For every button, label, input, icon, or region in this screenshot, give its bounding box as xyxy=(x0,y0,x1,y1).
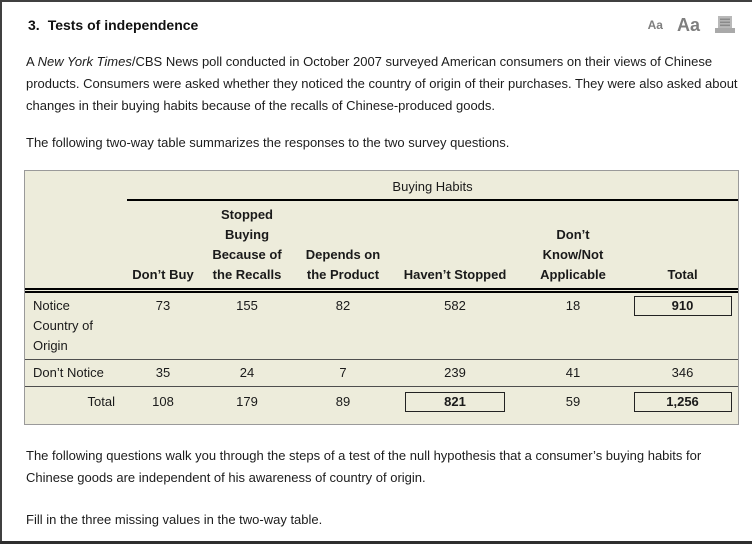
intro-pre: A xyxy=(26,54,38,69)
cell-notice-havent-stopped: 582 xyxy=(391,290,519,360)
intro-rest: /CBS News poll conducted in October 2007… xyxy=(26,54,738,113)
intro-paragraph: A New York Times/CBS News poll conducted… xyxy=(2,51,752,117)
cell-total-havent-stopped: 821 xyxy=(391,387,519,415)
column-header-row: Don’t Buy Stopped Buying Because of the … xyxy=(25,200,739,293)
cell-total-grand: 1,256 xyxy=(627,387,738,415)
cell-total-dont-buy: 108 xyxy=(152,394,174,409)
table-row-notice: Notice Country of Origin 73 155 82 582 1… xyxy=(25,290,739,360)
questions-paragraph: The following questions walk you through… xyxy=(26,448,702,485)
two-way-table: Buying Habits Don’t Buy Stopped Buying B… xyxy=(25,176,739,415)
cell-dontnotice-depends: 7 xyxy=(295,359,391,387)
cell-dontnotice-stopped: 24 xyxy=(199,359,295,387)
cell-total-dont-know: 59 xyxy=(565,394,581,409)
fill-in-instruction: Fill in the three missing values in the … xyxy=(26,512,323,527)
row-label-total: Total xyxy=(87,394,115,409)
table-row-total: Total 108 179 89 821 59 1,256 xyxy=(25,387,738,415)
section-title-text: Tests of independence xyxy=(47,16,199,33)
table-intro-paragraph: The following two-way table summarizes t… xyxy=(26,135,510,150)
printer-icon xyxy=(714,15,736,37)
reader-controls: Aa Aa xyxy=(647,14,736,37)
col-header-total: Total xyxy=(627,200,739,293)
answer-box-notice-total[interactable]: 910 xyxy=(633,296,732,316)
cell-dontnotice-dont-buy: 35 xyxy=(127,359,199,387)
row-label-dont-notice: Don’t Notice xyxy=(25,359,127,387)
cell-notice-depends: 82 xyxy=(295,290,391,360)
col-header-havent-stopped: Haven’t Stopped xyxy=(391,200,519,293)
cell-total-depends: 89 xyxy=(335,394,351,409)
row-label-header-cell xyxy=(25,200,127,293)
increase-font-button[interactable]: Aa xyxy=(676,14,700,35)
corner-cell xyxy=(25,176,127,200)
answer-box-grand-total[interactable]: 1,256 xyxy=(633,392,732,412)
page-title: 3. Tests of independence xyxy=(28,17,198,33)
two-way-table-panel: Buying Habits Don’t Buy Stopped Buying B… xyxy=(24,170,739,425)
row-label-notice: Notice Country of Origin xyxy=(25,290,127,360)
group-header-buying-habits: Buying Habits xyxy=(127,176,739,201)
cell-notice-stopped: 155 xyxy=(199,290,295,360)
cell-total-stopped: 179 xyxy=(236,394,258,409)
col-header-dont-buy: Don’t Buy xyxy=(127,200,199,293)
intro-source-italic: New York Times xyxy=(37,54,132,69)
print-button[interactable] xyxy=(714,15,736,37)
decrease-font-button[interactable]: Aa xyxy=(647,17,663,32)
col-header-depends: Depends on the Product xyxy=(295,200,391,293)
table-row-dont-notice: Don’t Notice 35 24 7 239 41 346 xyxy=(25,359,739,387)
col-header-dont-know: Don’t Know/Not Applicable xyxy=(519,200,627,293)
cell-dontnotice-havent-stopped: 239 xyxy=(391,359,519,387)
section-number: 3. xyxy=(28,16,40,33)
col-header-stopped-buying: Stopped Buying Because of the Recalls xyxy=(199,200,295,293)
cell-notice-dont-buy: 73 xyxy=(127,290,199,360)
cell-notice-dont-know: 18 xyxy=(519,290,627,360)
top-bar: 3. Tests of independence Aa Aa xyxy=(2,2,752,36)
cell-notice-total: 910 xyxy=(627,290,739,360)
bottom-frame-bar xyxy=(0,541,752,544)
answer-box-total-havent-stopped[interactable]: 821 xyxy=(405,392,505,412)
cell-dontnotice-total: 346 xyxy=(627,359,739,387)
group-header-row: Buying Habits xyxy=(25,176,739,201)
cell-dontnotice-dont-know: 41 xyxy=(519,359,627,387)
